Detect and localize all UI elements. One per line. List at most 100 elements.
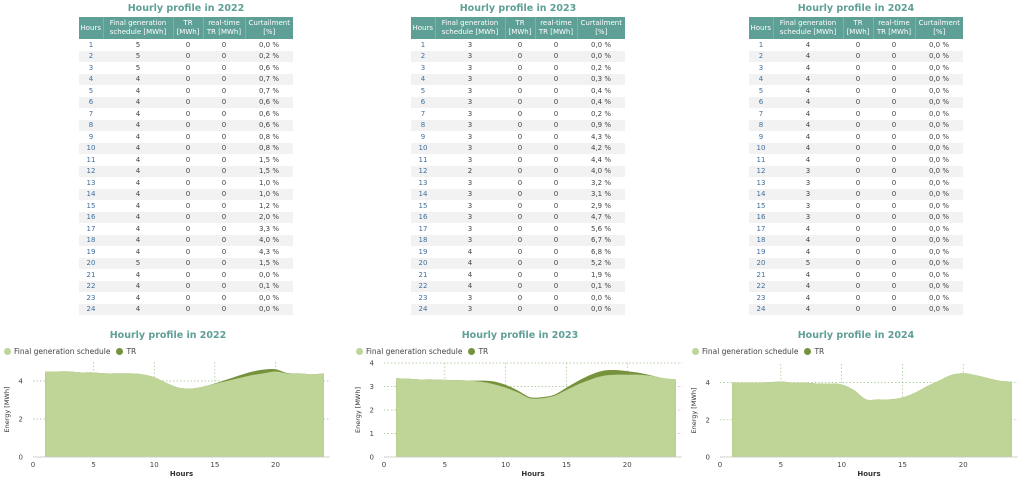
table-cell: 0 bbox=[505, 96, 535, 108]
table-row: 22 4 0 0 0,1 % bbox=[79, 280, 293, 292]
series-area-final-generation-schedule bbox=[732, 373, 1012, 457]
table-row: 17 3 0 0 5,6 % bbox=[411, 223, 625, 235]
hour-cell: 2 bbox=[749, 50, 773, 62]
table-cell: 1,2 % bbox=[258, 201, 279, 210]
table-cell: 0,7 % bbox=[258, 86, 279, 95]
table-row: 11 3 0 0 4,4 % bbox=[411, 154, 625, 166]
table-cell: 0 bbox=[517, 293, 523, 302]
table-row: 21 4 0 0 1,9 % bbox=[411, 269, 625, 281]
hour-cell: 9 bbox=[758, 132, 764, 141]
table-cell: 0 bbox=[173, 119, 203, 131]
table-title: Hourly profile in 2023 bbox=[459, 3, 577, 14]
table-cell: 0 bbox=[891, 155, 897, 164]
x-tick-label: 0 bbox=[718, 461, 722, 469]
table-cell: 4 bbox=[773, 73, 843, 85]
table-cell: 0 bbox=[203, 165, 245, 177]
table-cell: 0 bbox=[173, 257, 203, 269]
table-cell: 1,9 % bbox=[590, 270, 611, 279]
hour-cell: 21 bbox=[86, 270, 96, 279]
chart-legend[interactable]: Final generation schedule TR bbox=[4, 347, 142, 356]
hour-cell: 12 bbox=[749, 165, 773, 177]
table-cell: 0 bbox=[221, 293, 227, 302]
table-cell: 4 bbox=[773, 280, 843, 292]
legend-label: Final generation schedule bbox=[14, 347, 111, 356]
table-cell: 0 bbox=[873, 257, 915, 269]
table-cell: 0 bbox=[891, 270, 897, 279]
table-cell: 4 bbox=[103, 303, 173, 315]
table-header-row: Hours Final generation schedule [MWh] TR [… bbox=[749, 17, 963, 39]
table-cell: 3 bbox=[435, 119, 505, 131]
legend-item[interactable]: TR bbox=[804, 347, 824, 356]
table-cell: 1,0 % bbox=[245, 188, 293, 200]
table-cell: 3,2 % bbox=[590, 178, 611, 187]
table-row: 3 4 0 0 0,0 % bbox=[749, 62, 963, 74]
table-cell: 0 bbox=[553, 178, 559, 187]
table-row: 8 4 0 0 0,6 % bbox=[79, 119, 293, 131]
table-row: 20 4 0 0 5,2 % bbox=[411, 257, 625, 269]
table-cell: 0 bbox=[843, 50, 873, 62]
y-tick-label: 3 bbox=[370, 383, 374, 391]
chart-legend[interactable]: Final generation schedule TR bbox=[356, 347, 494, 356]
table-cell: 0 bbox=[517, 247, 523, 256]
table-cell: 3 bbox=[467, 109, 473, 118]
table-cell: 5 bbox=[135, 40, 141, 49]
x-tick-label: 10 bbox=[501, 461, 510, 469]
hour-cell: 8 bbox=[411, 119, 435, 131]
hour-cell: 17 bbox=[756, 224, 766, 233]
table-cell: 0 bbox=[553, 247, 559, 256]
chart-legend[interactable]: Final generation schedule TR bbox=[692, 347, 830, 356]
table-cell: 5,6 % bbox=[590, 224, 611, 233]
table-cell: 0,1 % bbox=[577, 280, 625, 292]
table-row: 4 4 0 0 0,0 % bbox=[749, 73, 963, 85]
table-cell: 4,7 % bbox=[577, 211, 625, 223]
hour-cell: 19 bbox=[756, 247, 766, 256]
series-area-final-generation-schedule bbox=[396, 374, 676, 457]
table-cell: 0,0 % bbox=[928, 63, 949, 72]
table-cell: 3 bbox=[467, 132, 473, 141]
hour-cell: 23 bbox=[756, 293, 766, 302]
table-cell: 0 bbox=[221, 109, 227, 118]
table-cell: 0 bbox=[855, 155, 861, 164]
table-cell: 0,0 % bbox=[577, 303, 625, 315]
table-cell: 0,0 % bbox=[258, 40, 279, 49]
hour-cell: 22 bbox=[749, 280, 773, 292]
hour-cell: 17 bbox=[418, 224, 428, 233]
legend-item[interactable]: TR bbox=[468, 347, 488, 356]
table-cell: 0 bbox=[553, 63, 559, 72]
table-cell: 0,2 % bbox=[590, 63, 611, 72]
table-row: 10 4 0 0 0,8 % bbox=[79, 142, 293, 154]
table-row: 22 4 0 0 0,1 % bbox=[411, 280, 625, 292]
table-cell: 2 bbox=[435, 165, 505, 177]
table-cell: 4 bbox=[467, 247, 473, 256]
table-row: 14 3 0 0 3,1 % bbox=[411, 188, 625, 200]
legend-item[interactable]: TR bbox=[116, 347, 136, 356]
hour-cell: 5 bbox=[758, 86, 764, 95]
table-cell: 0,0 % bbox=[258, 270, 279, 279]
x-tick-label: 20 bbox=[959, 461, 968, 469]
column-header: Final generation schedule [MWh] bbox=[773, 17, 844, 39]
hour-cell: 1 bbox=[420, 40, 426, 49]
table-cell: 0 bbox=[535, 142, 577, 154]
table-cell: 3,1 % bbox=[577, 188, 625, 200]
legend-item[interactable]: Final generation schedule bbox=[692, 347, 798, 356]
table-cell: 0 bbox=[517, 63, 523, 72]
table-cell: 3 bbox=[435, 303, 505, 315]
table-row: 19 4 0 0 0,0 % bbox=[749, 246, 963, 258]
table-cell: 0 bbox=[535, 280, 577, 292]
table-cell: 0 bbox=[517, 224, 523, 233]
table-cell: 4,4 % bbox=[590, 155, 611, 164]
table-cell: 0 bbox=[221, 178, 227, 187]
table-cell: 0 bbox=[185, 86, 191, 95]
legend-item[interactable]: Final generation schedule bbox=[4, 347, 110, 356]
table-title: Hourly profile in 2022 bbox=[127, 3, 245, 14]
table-cell: 0 bbox=[553, 132, 559, 141]
legend-item[interactable]: Final generation schedule bbox=[356, 347, 462, 356]
table-cell: 0 bbox=[173, 142, 203, 154]
table-row: 10 3 0 0 4,2 % bbox=[411, 142, 625, 154]
hour-cell: 11 bbox=[756, 155, 766, 164]
table-cell: 0 bbox=[873, 303, 915, 315]
table-cell: 0 bbox=[873, 211, 915, 223]
column-header: Curtailment [%] bbox=[245, 17, 293, 39]
table-cell: 0 bbox=[855, 86, 861, 95]
